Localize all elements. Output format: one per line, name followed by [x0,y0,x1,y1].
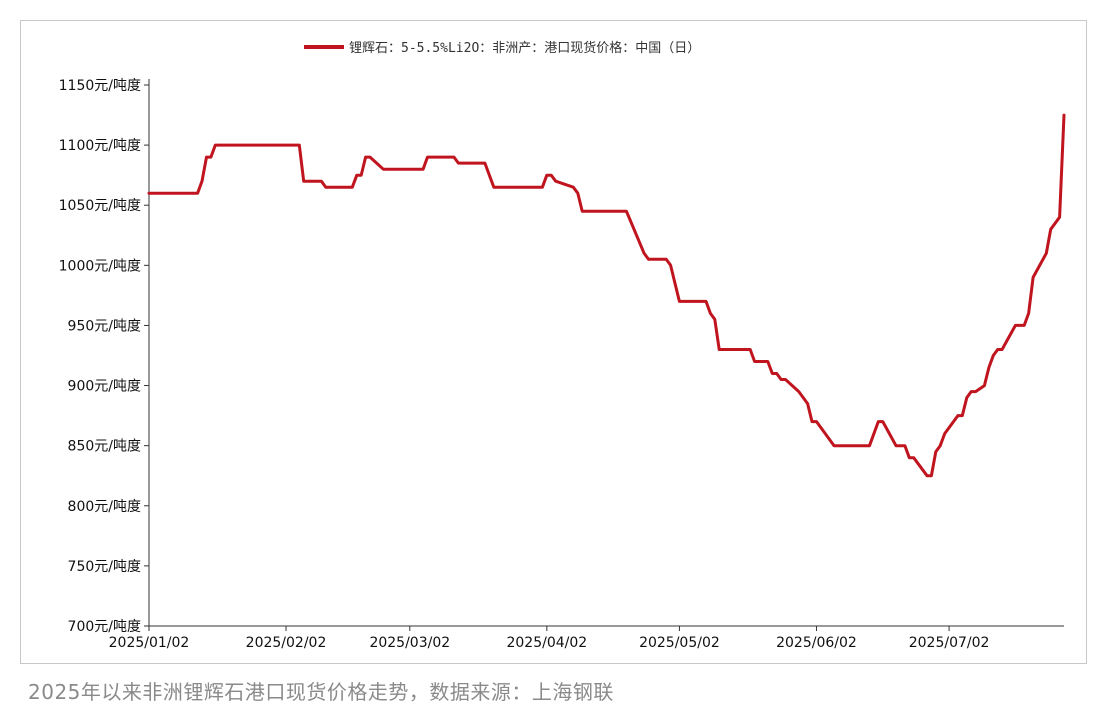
y-tick-label: 1050元/吨度 [59,198,141,214]
x-tick-label: 2025/02/02 [246,635,327,651]
series-layer [147,113,1066,478]
x-tick-label: 2025/07/02 [909,635,990,651]
y-tick-label: 950元/吨度 [68,318,141,334]
line-chart: 锂辉石：5-5.5%Li2O：非洲产：港口现货价格：中国（日） 700元/吨度7… [59,40,1066,651]
y-tick-label: 1150元/吨度 [59,78,141,94]
x-tick-label: 2025/04/02 [506,635,587,651]
legend: 锂辉石：5-5.5%Li2O：非洲产：港口现货价格：中国（日） [304,40,700,56]
series-line [147,113,1066,478]
chart-frame: 锂辉石：5-5.5%Li2O：非洲产：港口现货价格：中国（日） 700元/吨度 7… [20,20,1087,664]
y-tick-label: 850元/吨度 [68,439,141,455]
legend-entry-label: 锂辉石：5-5.5%Li2O：非洲产：港口现货价格：中国（日） [349,40,700,56]
y-tick-label: 1000元/吨度 [59,258,141,274]
y-tick-label: 1100元/吨度 [59,138,141,154]
x-axis: 2025/01/02 2025/02/02 2025/03/02 2025/04/02… [109,625,1064,651]
figure-caption: 2025年以来非洲锂辉石港口现货价格走势，数据来源：上海钢联 [28,680,614,704]
y-tick-label: 900元/吨度 [68,379,141,395]
y-tick-label: 750元/吨度 [68,559,141,575]
y-tick-label: 700元/吨度 [68,619,141,635]
x-tick-label: 2025/06/02 [776,635,857,651]
x-tick-label: 2025/03/02 [369,635,450,651]
x-tick-label: 2025/05/02 [639,635,720,651]
y-tick-label: 800元/吨度 [68,499,141,515]
x-tick-label: 2025/01/02 [109,635,190,651]
y-axis: 700元/吨度 750元/吨度 800元/吨度 850元/吨度 900元/吨度 950元/… [59,78,150,635]
